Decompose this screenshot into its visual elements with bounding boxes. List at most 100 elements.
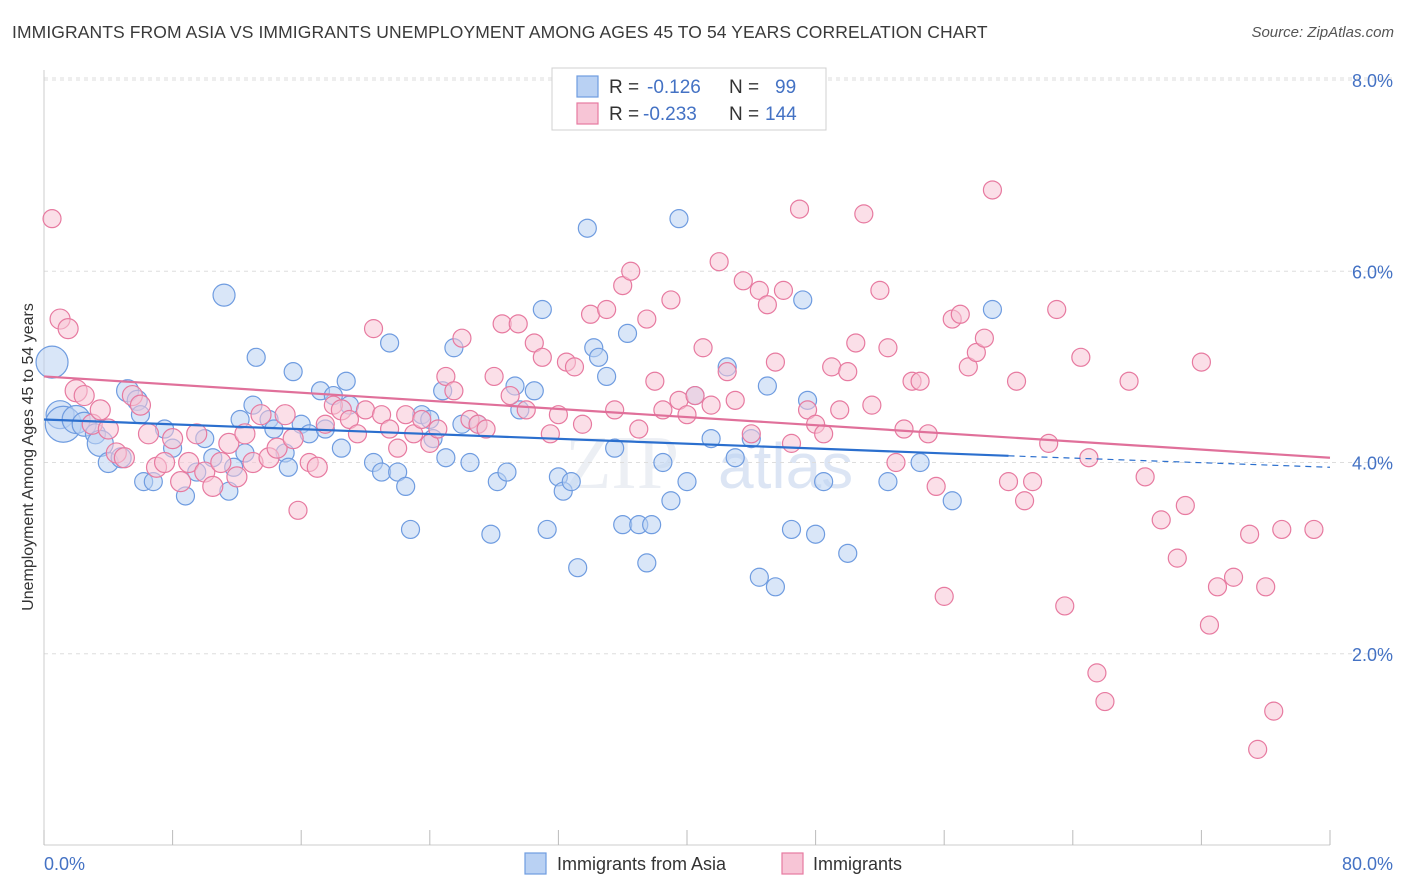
point-immigrants	[436, 366, 456, 387]
point-immigrants	[266, 437, 288, 459]
point-immigrants-from-asia	[497, 462, 517, 482]
point-immigrants-from-asia	[757, 376, 777, 396]
legend-r-label-2: R =	[609, 104, 639, 125]
point-immigrants-from-asia	[460, 452, 480, 473]
point-immigrants	[97, 418, 119, 440]
y-tick-label: 2.0%	[1352, 645, 1393, 665]
point-immigrants	[1119, 371, 1139, 391]
point-immigrants	[1223, 567, 1244, 587]
point-immigrants-from-asia	[561, 472, 581, 492]
point-immigrants	[1264, 701, 1284, 721]
point-immigrants	[1207, 577, 1228, 597]
point-immigrants	[1191, 352, 1212, 372]
point-immigrants	[637, 309, 657, 329]
point-immigrants-from-asia	[814, 472, 834, 492]
point-immigrants-from-asia	[278, 457, 298, 477]
point-immigrants	[838, 362, 858, 382]
point-immigrants	[701, 395, 721, 415]
point-immigrants-from-asia	[661, 491, 681, 511]
point-immigrants-from-asia	[568, 558, 588, 578]
point-immigrants-from-asia	[597, 366, 617, 387]
point-immigrants	[661, 290, 681, 310]
point-immigrants-from-asia	[481, 524, 501, 544]
point-immigrants	[822, 357, 842, 377]
point-immigrants	[234, 423, 256, 445]
point-immigrants	[178, 451, 200, 474]
point-immigrants	[282, 427, 304, 450]
point-immigrants	[508, 314, 528, 334]
point-immigrants	[725, 390, 745, 410]
point-immigrants-from-asia	[605, 438, 625, 458]
point-immigrants	[1199, 615, 1220, 635]
point-immigrants	[388, 438, 408, 458]
y-axis-tick-labels: 2.0% 4.0% 6.0% 8.0%	[1352, 71, 1393, 665]
point-immigrants-from-asia	[35, 345, 69, 379]
point-immigrants	[73, 384, 95, 407]
point-immigrants	[202, 475, 224, 498]
legend-n-value-1: 99	[775, 77, 796, 98]
point-immigrants	[1039, 433, 1059, 453]
point-immigrants	[1006, 371, 1027, 391]
point-immigrants-from-asia	[725, 448, 745, 468]
point-immigrants	[218, 432, 240, 454]
point-immigrants-from-asia	[765, 577, 786, 597]
point-immigrants	[274, 404, 296, 426]
point-immigrants-from-asia	[396, 476, 416, 497]
series-immigrants-from-asia	[35, 209, 1003, 597]
legend-r-value-2: -0.233	[643, 104, 697, 125]
point-immigrants	[250, 404, 272, 426]
point-immigrants	[339, 409, 360, 430]
series-legend: Immigrants from Asia Immigrants	[524, 852, 902, 875]
point-immigrants	[974, 328, 994, 348]
point-immigrants	[1167, 548, 1187, 568]
y-tick-label: 8.0%	[1352, 71, 1393, 91]
legend-n-label-1: N =	[729, 77, 759, 98]
point-immigrants	[500, 385, 520, 406]
bottom-legend-swatch-pink	[781, 852, 804, 875]
point-immigrants-from-asia	[212, 283, 236, 307]
point-immigrants	[934, 586, 954, 606]
point-immigrants	[452, 328, 472, 348]
trend-line-asia	[43, 418, 1009, 457]
bottom-legend-label-immigrants: Immigrants	[813, 854, 902, 874]
point-immigrants	[854, 204, 874, 224]
point-immigrants	[572, 414, 593, 434]
point-immigrants	[814, 424, 834, 444]
point-immigrants	[765, 352, 786, 372]
point-immigrants	[878, 338, 898, 358]
point-immigrants	[476, 419, 496, 439]
point-immigrants	[677, 405, 697, 425]
point-immigrants	[1095, 691, 1115, 712]
point-immigrants	[1304, 519, 1324, 540]
y-tick-label: 6.0%	[1352, 262, 1393, 282]
point-immigrants	[749, 280, 769, 300]
point-immigrants-from-asia	[524, 381, 544, 401]
point-immigrants-from-asia	[400, 519, 421, 540]
point-immigrants-from-asia	[388, 462, 408, 482]
point-immigrants-from-asia	[653, 452, 673, 473]
point-immigrants	[1071, 347, 1091, 367]
point-immigrants-from-asia	[336, 371, 356, 391]
point-immigrants-from-asia	[246, 347, 266, 367]
point-immigrants	[129, 394, 152, 416]
point-immigrants	[1175, 495, 1195, 516]
point-immigrants-from-asia	[878, 472, 898, 492]
legend-r-value-1: -0.126	[647, 77, 701, 98]
point-immigrants	[288, 500, 308, 520]
bottom-legend-swatch-blue	[524, 852, 547, 875]
legend-n-label-2: N =	[729, 104, 759, 125]
point-immigrants	[886, 452, 906, 473]
point-immigrants	[926, 476, 946, 497]
point-immigrants-from-asia	[577, 218, 597, 238]
point-immigrants-from-asia	[669, 209, 689, 229]
point-immigrants	[1055, 596, 1075, 616]
legend-swatch-pink	[576, 102, 599, 125]
point-immigrants	[347, 424, 368, 444]
point-immigrants	[773, 280, 794, 300]
point-immigrants	[137, 423, 160, 445]
point-immigrants	[226, 466, 248, 488]
legend-swatch-blue	[576, 75, 599, 98]
point-immigrants	[685, 385, 705, 406]
point-immigrants-from-asia	[910, 452, 930, 473]
point-immigrants	[444, 381, 464, 401]
